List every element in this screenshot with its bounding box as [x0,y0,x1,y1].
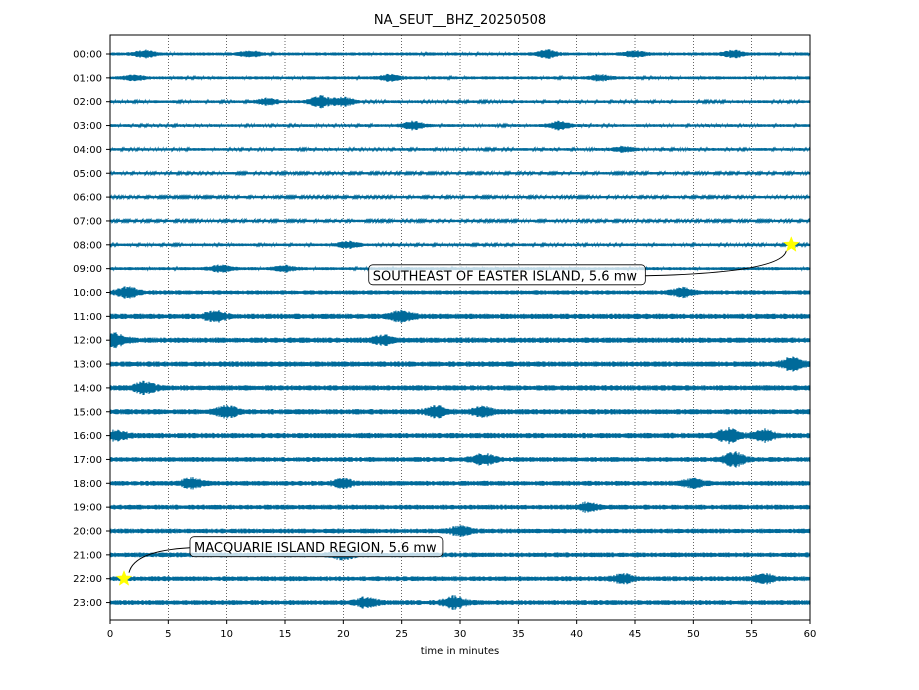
y-tick-label-1700: 17:00 [73,455,102,466]
star-icon [115,570,133,586]
y-tick-label-0700: 07:00 [73,216,102,227]
annotation-label: MACQUARIE ISLAND REGION, 5.6 mw [194,541,437,556]
annotation-box [189,536,444,558]
trace-row-1100 [109,309,811,323]
y-tick-label-0500: 05:00 [73,169,102,180]
event-annotations: SOUTHEAST OF EASTER ISLAND, 5.6 mw MACQUA… [115,236,800,586]
trace-row-2200 [109,572,811,585]
x-tick-label-20: 20 [337,629,350,640]
trace-row-1000 [109,286,811,299]
x-axis-ticks: 0 5 10 15 20 25 30 35 40 45 50 55 60 [107,620,817,640]
annotation-leader-line [645,250,787,277]
y-tick-label-0100: 01:00 [73,73,102,84]
y-tick-label-0800: 08:00 [73,240,102,251]
x-tick-label-55: 55 [745,629,758,640]
annotation-1: MACQUARIE ISLAND REGION, 5.6 mw [115,536,444,586]
trace-row-1200 [109,332,811,349]
y-tick-label-0400: 04:00 [73,145,102,156]
trace-row-1400 [109,380,811,396]
x-axis-label: time in minutes [421,646,500,657]
trace-row-0600 [109,193,811,201]
trace-group [109,49,811,610]
annotation-box [368,264,646,286]
x-tick-label-35: 35 [512,629,525,640]
star-icon [783,236,800,252]
x-tick-label-25: 25 [395,629,408,640]
y-tick-label-2300: 23:00 [73,598,102,609]
trace-row-2000 [109,525,811,537]
x-tick-label-60: 60 [804,629,817,640]
y-axis-row-labels: 00:00 01:00 02:00 03:00 04:00 05:00 06:00 07:00… [73,50,110,609]
x-tick-label-50: 50 [687,629,700,640]
y-tick-label-1500: 15:00 [73,407,102,418]
trace-row-1900 [109,501,811,513]
y-tick-label-0600: 06:00 [73,193,102,204]
y-tick-label-2000: 20:00 [73,527,102,538]
annotation-leader-line [128,547,191,573]
x-tick-label-40: 40 [570,629,583,640]
trace-row-2300 [109,595,811,610]
annotation-label: SOUTHEAST OF EASTER ISLAND, 5.6 mw [373,269,638,284]
trace-row-1600 [109,427,811,445]
trace-row-0400 [109,145,811,153]
trace-row-1800 [109,477,811,490]
y-tick-label-1000: 10:00 [73,288,102,299]
y-tick-label-0000: 00:00 [73,50,102,61]
x-tick-label-45: 45 [629,629,642,640]
y-tick-label-1200: 12:00 [73,336,102,347]
y-tick-label-1800: 18:00 [73,479,102,490]
y-tick-label-1900: 19:00 [73,503,102,514]
trace-row-0700 [109,217,811,225]
trace-row-0100 [109,73,811,82]
trace-row-0800 [109,240,811,249]
y-tick-label-1600: 16:00 [73,431,102,442]
x-tick-label-30: 30 [454,629,467,640]
trace-row-0000 [109,49,811,59]
y-tick-label-0300: 03:00 [73,121,102,132]
x-tick-label-5: 5 [165,629,171,640]
trace-row-0500 [109,169,811,177]
chart-title: NA_SEUT__BHZ_20250508 [374,13,546,28]
trace-row-1300 [109,356,811,372]
annotation-0: SOUTHEAST OF EASTER ISLAND, 5.6 mw [368,236,800,286]
y-tick-label-1300: 13:00 [73,360,102,371]
y-tick-label-1400: 14:00 [73,383,102,394]
y-tick-label-0900: 09:00 [73,264,102,275]
x-tick-label-10: 10 [220,629,233,640]
y-tick-label-2100: 21:00 [73,550,102,561]
trace-row-1500 [109,404,811,419]
trace-row-1700 [109,451,811,468]
trace-row-0300 [109,120,811,131]
y-tick-label-1100: 11:00 [73,312,102,323]
y-tick-label-0200: 02:00 [73,97,102,108]
x-tick-label-0: 0 [107,629,113,640]
y-tick-label-2200: 22:00 [73,574,102,585]
x-tick-label-15: 15 [279,629,292,640]
trace-row-0200 [109,95,811,109]
